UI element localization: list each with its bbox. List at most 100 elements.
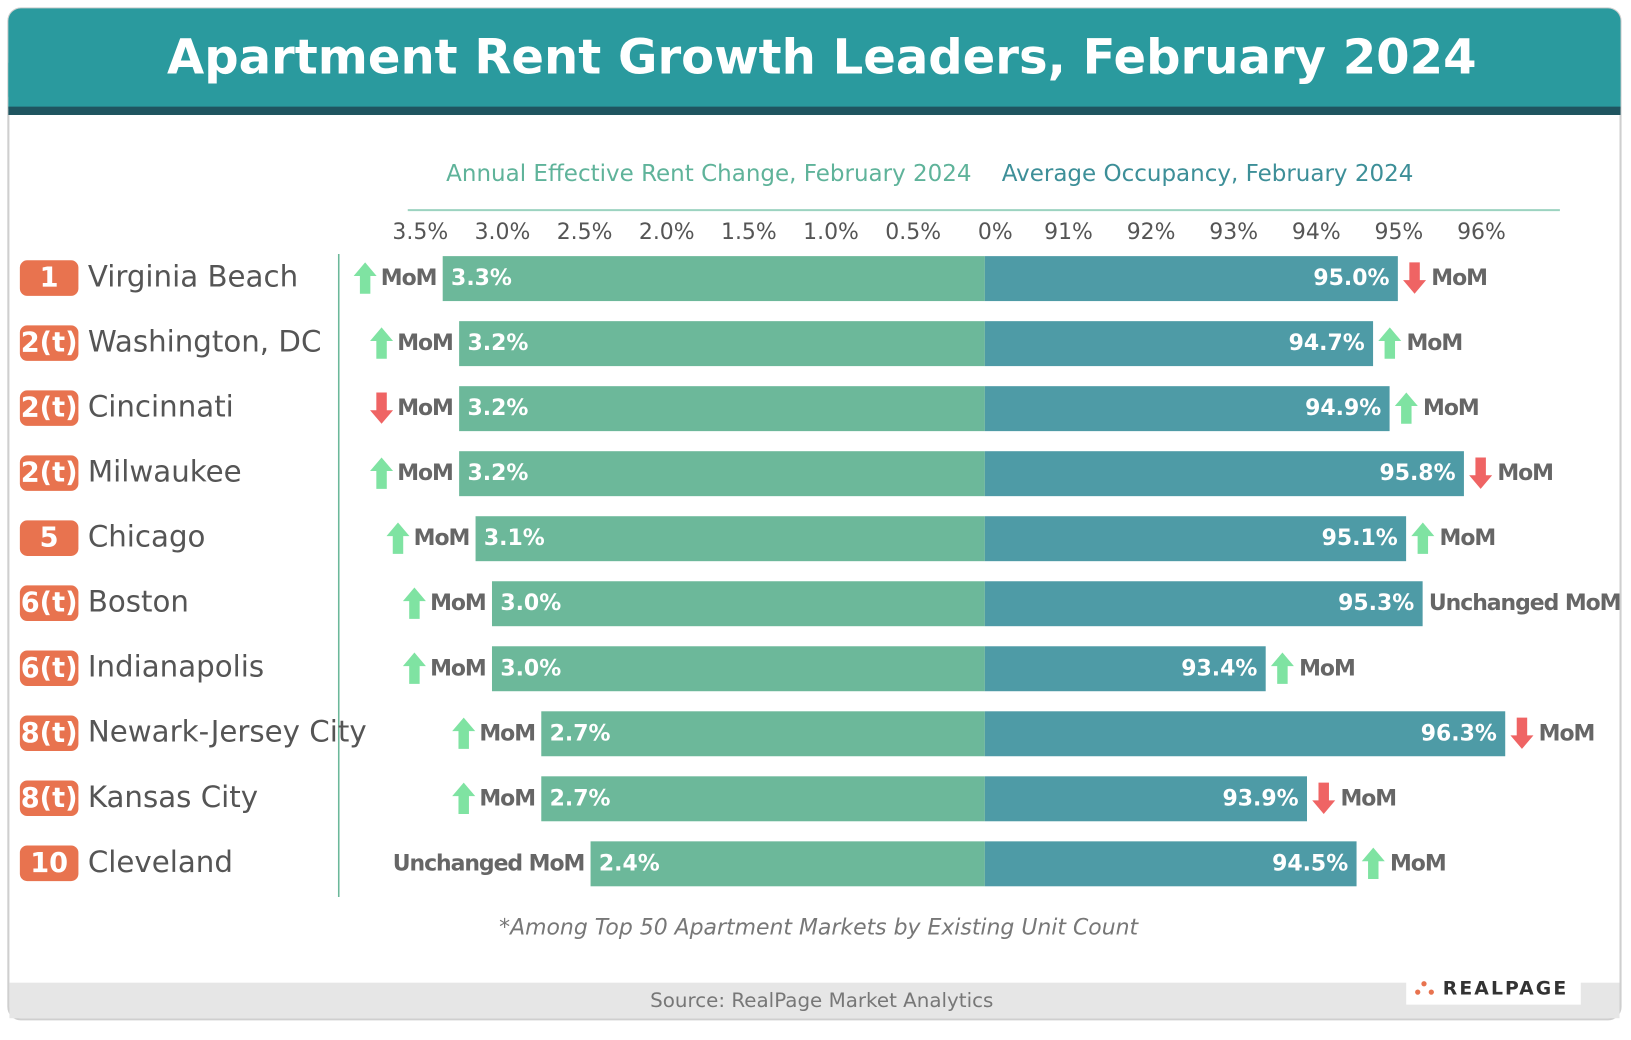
value-label: 93.9% (1223, 786, 1299, 811)
bar (984, 841, 1357, 887)
mom-label: MoM (397, 396, 453, 421)
chart-title: Apartment Rent Growth Leaders, February … (167, 30, 1477, 86)
bar (984, 646, 1266, 692)
mom-arrow (1378, 327, 1402, 359)
rank: 2(t) (21, 393, 78, 424)
x-tick-label: 1.5% (721, 220, 777, 245)
x2-tick-label: 93% (1209, 220, 1258, 245)
bar (984, 386, 1390, 432)
x-tick-label: 0% (978, 220, 1013, 245)
mom-arrow (1403, 262, 1427, 294)
mom-arrow (370, 392, 394, 424)
mom-label: MoM (1539, 721, 1595, 746)
rank: 2(t) (21, 328, 78, 359)
value-label: 3.1% (484, 526, 545, 551)
logo-dot (1421, 981, 1427, 987)
mom-arrow (1510, 717, 1534, 749)
x-tick-label: 2.5% (557, 220, 613, 245)
mom-label: MoM (1431, 266, 1487, 291)
value-label: 93.4% (1181, 656, 1257, 681)
footnote: *Among Top 50 Apartment Markets by Exist… (499, 915, 1139, 940)
bar (491, 581, 985, 627)
mom-label: MoM (1440, 526, 1496, 551)
bar (590, 841, 985, 887)
value-label: 96.3% (1421, 721, 1497, 746)
rank-badge (19, 780, 79, 817)
header-fill (8, 62, 1621, 109)
header-strip (8, 106, 1621, 115)
mom-label: MoM (397, 331, 453, 356)
value-label: 2.7% (550, 786, 611, 811)
mom-arrow (1411, 522, 1435, 554)
right-axis-title: Average Occupancy, February 2024 (1002, 161, 1414, 187)
rank: 1 (40, 263, 59, 294)
x2-tick-label: 94% (1292, 220, 1341, 245)
mom-arrow (386, 522, 410, 554)
x-tick-label: 3.0% (475, 220, 531, 245)
value-label: 2.4% (599, 851, 660, 876)
value-label: 3.2% (467, 396, 528, 421)
value-label: 95.0% (1313, 266, 1389, 291)
bar (984, 256, 1398, 302)
mom-label: Unchanged MoM (1429, 591, 1621, 616)
rank: 6(t) (21, 588, 78, 619)
bar (459, 321, 985, 367)
value-label: 3.0% (500, 591, 561, 616)
bar (984, 516, 1407, 562)
category-label: Washington, DC (88, 325, 322, 359)
mom-arrow (353, 262, 377, 294)
category-label: Newark-Jersey City (88, 715, 367, 749)
rank-badge (19, 520, 79, 556)
mom-label: MoM (414, 526, 470, 551)
rank: 8(t) (21, 783, 78, 814)
left-axis-title: Annual Effective Rent Change, February 2… (446, 161, 971, 187)
mom-label: MoM (1423, 396, 1479, 421)
value-label: 94.9% (1305, 396, 1381, 421)
mom-arrow (402, 652, 426, 684)
category-label: Kansas City (88, 780, 258, 814)
mom-label: MoM (479, 786, 535, 811)
logo-dot (1415, 989, 1421, 995)
mom-arrow (452, 782, 476, 814)
category-label: Indianapolis (88, 650, 264, 684)
mom-label: MoM (1407, 331, 1463, 356)
bar (541, 711, 985, 757)
rank-badge (19, 585, 79, 621)
logo-box (1406, 969, 1581, 1005)
bar (459, 386, 985, 432)
value-label: 3.2% (467, 461, 528, 486)
x-tick-label: 3.5% (392, 220, 448, 245)
bar (984, 581, 1423, 627)
x2-tick-label: 95% (1375, 220, 1424, 245)
category-label: Virginia Beach (88, 260, 298, 294)
x-tick-label: 2.0% (639, 220, 695, 245)
x2-tick-label: 92% (1127, 220, 1176, 245)
mom-arrow (402, 587, 426, 619)
rank-badge (19, 325, 79, 361)
bar (984, 711, 1506, 757)
bar (442, 256, 985, 302)
mom-label: MoM (1390, 851, 1446, 876)
rank: 2(t) (21, 458, 78, 489)
rank-badge (19, 260, 79, 296)
bar (984, 321, 1374, 367)
value-label: 95.1% (1322, 526, 1398, 551)
mom-label: MoM (397, 461, 453, 486)
x2-tick-label: 96% (1457, 220, 1506, 245)
source: Source: RealPage Market Analytics (650, 989, 993, 1012)
bar (984, 776, 1307, 822)
value-label: 3.2% (467, 331, 528, 356)
logo-dot (1428, 989, 1434, 995)
rank: 5 (40, 523, 59, 554)
value-label: 3.0% (500, 656, 561, 681)
value-label: 2.7% (550, 721, 611, 746)
mom-arrow (1394, 392, 1418, 424)
mom-label: MoM (1340, 786, 1396, 811)
category-label: Cleveland (88, 845, 233, 879)
bar (541, 776, 985, 822)
footer (9, 982, 1620, 1019)
mom-label: MoM (479, 721, 535, 746)
rank: 8(t) (21, 718, 78, 749)
